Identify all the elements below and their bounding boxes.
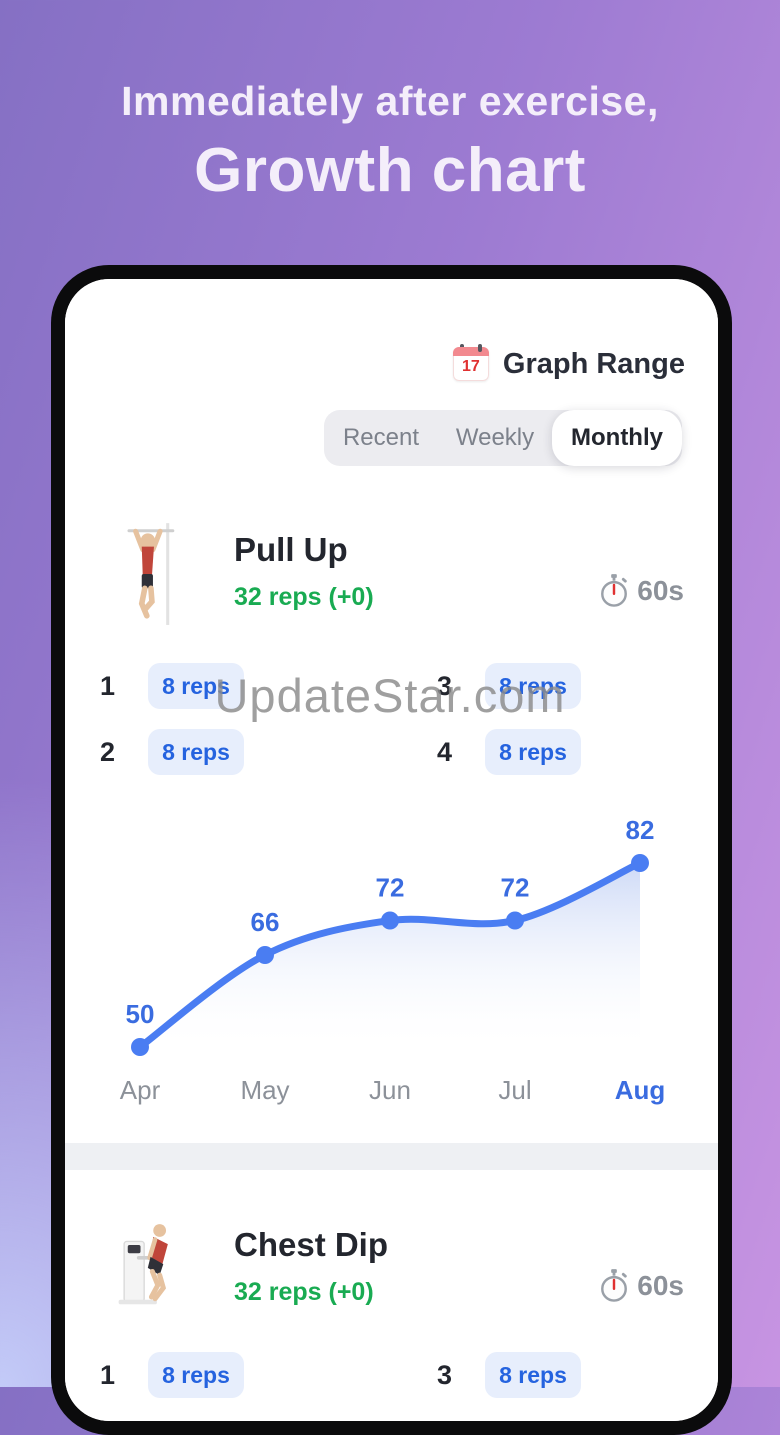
svg-text:Aug: Aug xyxy=(615,1075,666,1105)
set-item-3: 3 8 reps xyxy=(437,663,581,709)
set-item-1: 1 8 reps xyxy=(100,663,244,709)
tab-monthly[interactable]: Monthly xyxy=(552,410,682,466)
growth-chart-svg: 50 Apr 66 May 72 Jun 72 Jul 82 Aug xyxy=(120,815,666,1105)
stopwatch-icon xyxy=(601,574,628,607)
set-number: 3 xyxy=(437,670,453,701)
set-number: 1 xyxy=(100,670,116,701)
reps-pill[interactable]: 8 reps xyxy=(485,1352,581,1398)
graph-range-label: Graph Range xyxy=(502,347,685,380)
set-row: 1 8 reps 3 8 reps xyxy=(100,1352,682,1398)
hero-header: Immediately after exercise, Growth chart xyxy=(0,78,780,206)
svg-text:66: 66 xyxy=(251,907,280,937)
set-item-3: 3 8 reps xyxy=(437,1352,581,1398)
svg-text:72: 72 xyxy=(376,873,405,903)
pull-up-illustration-icon xyxy=(127,523,175,625)
set-number: 3 xyxy=(437,1359,453,1390)
reps-pill[interactable]: 8 reps xyxy=(148,1352,244,1398)
svg-text:Jun: Jun xyxy=(369,1075,411,1105)
exercise-name: Chest Dip xyxy=(234,1226,389,1263)
set-item-1: 1 8 reps xyxy=(100,1352,244,1398)
set-item-4: 4 8 reps xyxy=(437,729,581,775)
chest-dip-illustration-icon xyxy=(118,1224,168,1305)
phone-screen: 17 Graph Range Recent Weekly Monthly Pul… xyxy=(65,279,718,1421)
section-divider xyxy=(65,1143,718,1170)
rest-timer-value: 60s xyxy=(637,1270,684,1301)
calendar-icon: 17 xyxy=(452,344,489,381)
set-number: 1 xyxy=(100,1359,116,1390)
hero-title: Growth chart xyxy=(194,136,586,205)
graph-range-segmented-control: Recent Weekly Monthly xyxy=(324,410,682,466)
tab-weekly[interactable]: Weekly xyxy=(455,424,535,451)
exercise-name: Pull Up xyxy=(234,531,348,568)
exercise-stats: 32 reps (+0) xyxy=(234,583,374,611)
svg-text:82: 82 xyxy=(626,815,655,845)
set-number: 2 xyxy=(100,736,116,767)
set-row: 2 8 reps 4 8 reps xyxy=(100,729,682,775)
stopwatch-icon xyxy=(601,1269,628,1302)
growth-chart: 50 Apr 66 May 72 Jun 72 Jul 82 Aug xyxy=(95,799,687,1111)
svg-text:May: May xyxy=(240,1075,289,1105)
sets-list-chest-dip: 1 8 reps 3 8 reps xyxy=(100,1352,682,1412)
exercise-header-pull-up: Pull Up 32 reps (+0) 60s xyxy=(115,515,684,635)
svg-text:50: 50 xyxy=(126,999,155,1029)
set-item-2: 2 8 reps xyxy=(100,729,244,775)
svg-text:Jul: Jul xyxy=(498,1075,531,1105)
set-number: 4 xyxy=(437,736,453,767)
svg-text:72: 72 xyxy=(501,873,530,903)
graph-range-header: 17 Graph Range xyxy=(452,344,685,381)
rest-timer: 60s xyxy=(599,1268,684,1304)
exercise-stats: 32 reps (+0) xyxy=(234,1278,374,1306)
updatestar-watermark: UpdateStar.com xyxy=(214,669,566,722)
sets-list-pull-up: 1 8 reps 3 8 reps 2 8 reps 4 8 reps xyxy=(100,663,682,783)
rest-timer: 60s xyxy=(599,573,684,609)
exercise-header-chest-dip: Chest Dip 32 reps (+0) 60s xyxy=(115,1210,684,1330)
svg-text:Apr: Apr xyxy=(120,1075,161,1105)
reps-pill[interactable]: 8 reps xyxy=(485,663,581,709)
phone-frame: 17 Graph Range Recent Weekly Monthly Pul… xyxy=(51,265,732,1435)
rest-timer-value: 60s xyxy=(637,575,684,606)
calendar-day: 17 xyxy=(462,358,480,375)
reps-pill[interactable]: 8 reps xyxy=(485,729,581,775)
tab-recent[interactable]: Recent xyxy=(342,424,420,451)
hero-subtitle: Immediately after exercise, xyxy=(121,78,659,124)
reps-pill[interactable]: 8 reps xyxy=(148,663,244,709)
set-row: 1 8 reps 3 8 reps xyxy=(100,663,682,709)
reps-pill[interactable]: 8 reps xyxy=(148,729,244,775)
